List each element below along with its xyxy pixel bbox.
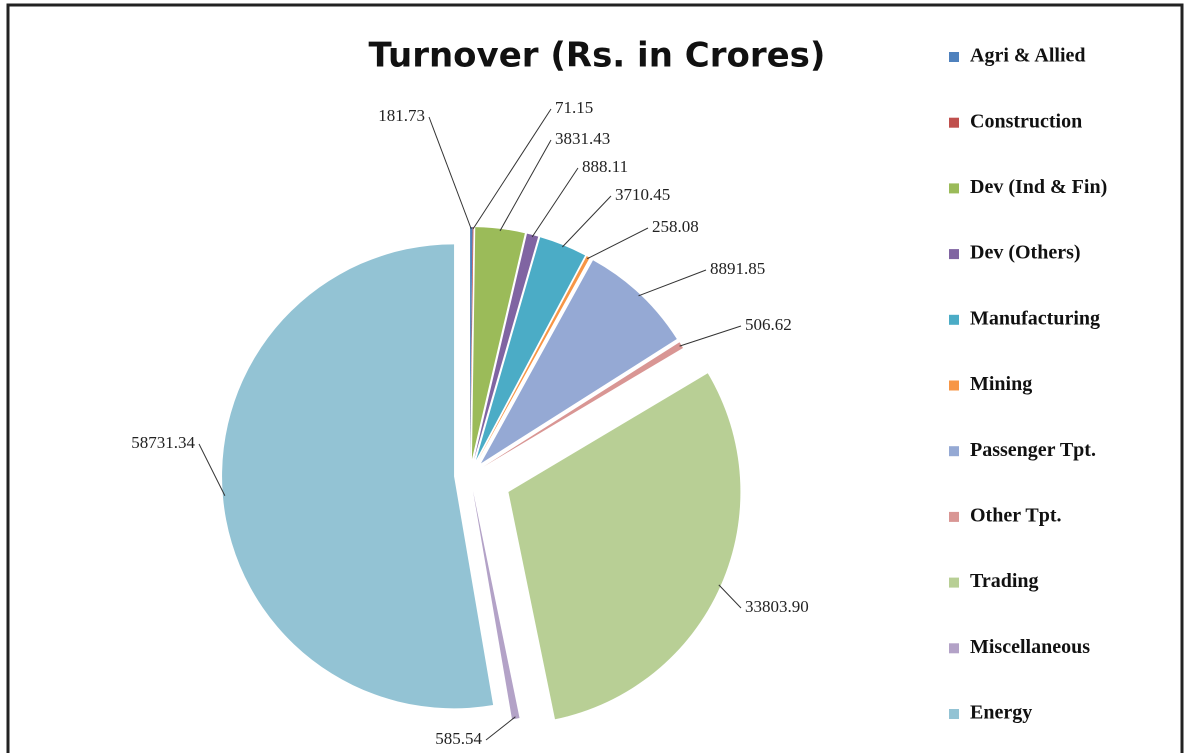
legend-label: Passenger Tpt.: [970, 439, 1096, 461]
legend-swatch: [949, 577, 959, 588]
pie-slice: [483, 342, 683, 467]
data-label: 585.54: [435, 729, 482, 748]
leader-line: [587, 227, 649, 260]
data-label: 8891.85: [710, 259, 765, 278]
legend-swatch: [949, 709, 959, 719]
pie-slice: [474, 233, 539, 460]
chart-title: Turnover (Rs. in Crores): [369, 36, 826, 76]
leader-line: [472, 108, 552, 230]
leader-line: [499, 139, 552, 232]
data-label: 181.73: [378, 106, 425, 125]
leader-line: [531, 167, 579, 238]
legend-label: Mining: [970, 373, 1032, 395]
legend-swatch: [949, 117, 959, 128]
legend-label: Dev (Ind & Fin): [970, 176, 1107, 198]
legend-swatch: [949, 183, 959, 194]
pie-slice: [477, 256, 590, 461]
data-label: 3710.45: [615, 185, 670, 204]
pie-slice: [480, 260, 677, 464]
legend-label: Other Tpt.: [970, 504, 1062, 526]
legend-label: Construction: [970, 110, 1082, 132]
pie-slice: [472, 490, 520, 720]
data-label: 33803.90: [745, 597, 809, 616]
legend-label: Agri & Allied: [970, 45, 1086, 67]
pie-slice: [471, 227, 525, 460]
frame: [6, 3, 1184, 753]
legend-swatch: [949, 52, 959, 62]
legend-label: Trading: [970, 570, 1039, 592]
data-label: 3831.43: [555, 129, 610, 148]
leader-line: [561, 195, 612, 248]
data-label: 71.15: [555, 98, 593, 117]
leader-line: [638, 269, 707, 297]
pie-slice: [508, 373, 741, 720]
data-label: 888.11: [582, 157, 628, 176]
legend-swatch: [949, 380, 959, 391]
legend-swatch: [949, 446, 959, 457]
leader-line: [718, 584, 742, 609]
data-label: 506.62: [745, 315, 792, 334]
leader-line: [679, 325, 742, 347]
legend-swatch: [949, 314, 959, 325]
pie-slice: [470, 227, 473, 460]
pie-slice: [476, 237, 586, 461]
legend-label: Manufacturing: [970, 307, 1100, 329]
leader-line: [428, 116, 472, 230]
leader-line: [198, 443, 226, 497]
legend-label: Miscellaneous: [970, 636, 1090, 658]
legend-label: Dev (Others): [970, 242, 1081, 264]
data-label: 58731.34: [131, 433, 195, 452]
legend-label: Energy: [970, 702, 1032, 724]
data-label: 258.08: [652, 217, 699, 236]
pie-slice: [222, 244, 494, 709]
legend-swatch: [949, 249, 959, 260]
leader-line: [485, 716, 516, 741]
legend-swatch: [949, 511, 959, 522]
pie-slice: [470, 227, 474, 460]
legend-swatch: [949, 643, 959, 654]
